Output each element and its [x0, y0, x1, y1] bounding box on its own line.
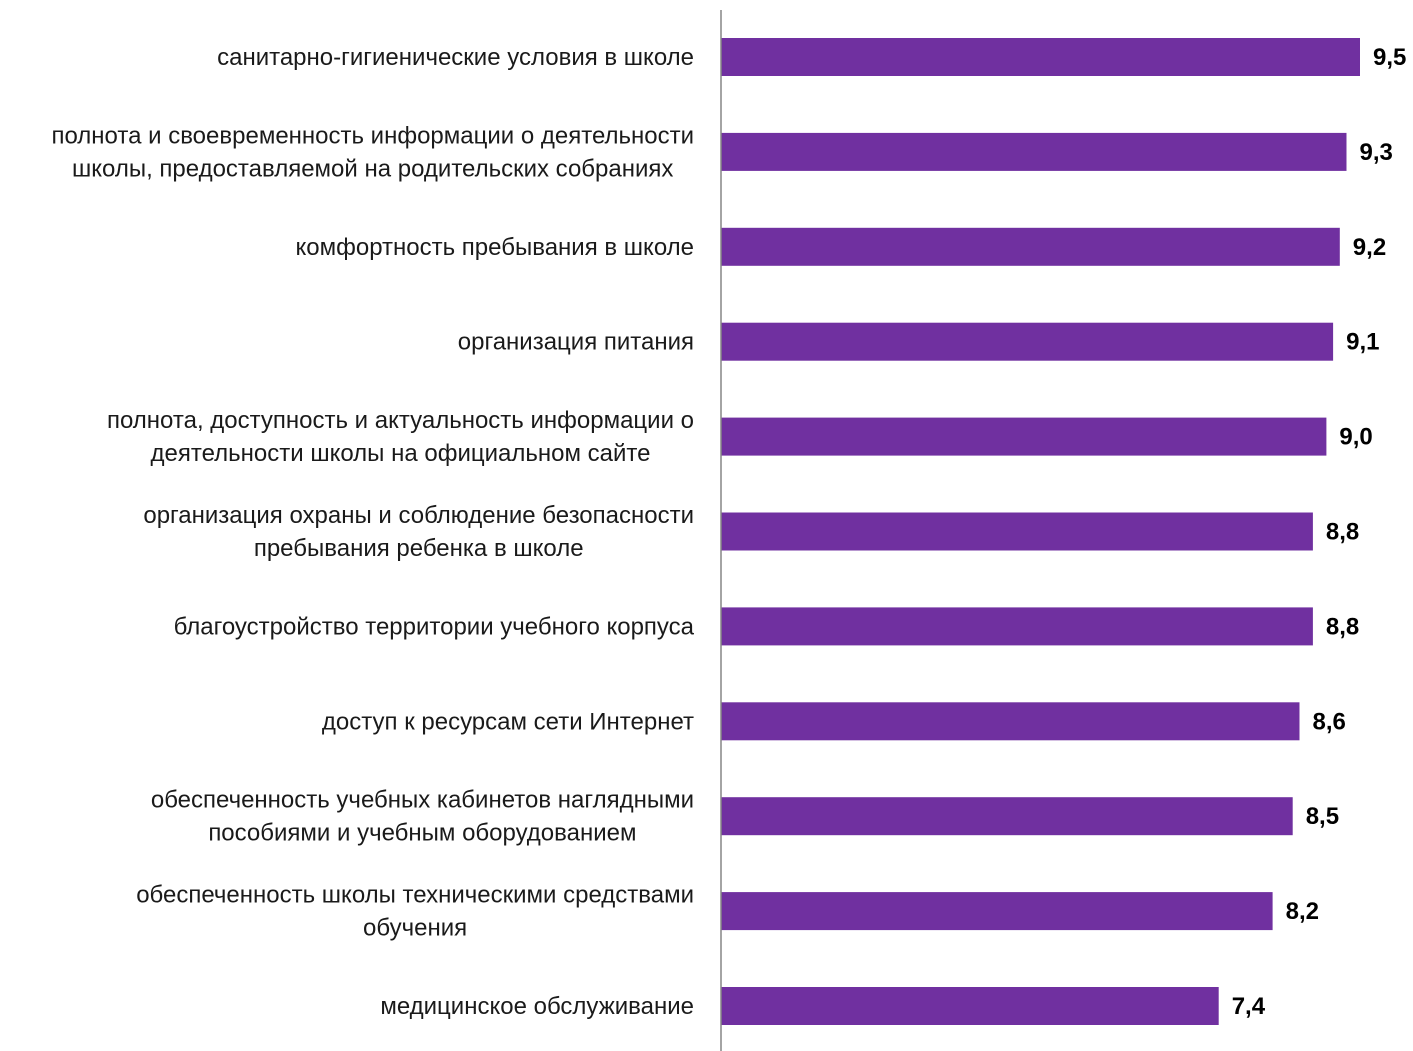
category-label: полнота, доступность и актуальность инфо… — [107, 407, 694, 434]
bar — [721, 417, 1327, 456]
category-label: организация питания — [458, 329, 694, 356]
data-label: 9,0 — [1339, 424, 1372, 451]
category-label: доступ к ресурсам сети Интернет — [322, 708, 694, 735]
category-label: обеспеченность учебных кабинетов наглядн… — [151, 787, 694, 814]
data-label: 9,3 — [1360, 139, 1393, 166]
category-labels: санитарно-гигиенические условия в школе п… — [51, 44, 694, 1020]
bar — [721, 227, 1340, 266]
bar — [721, 702, 1300, 741]
category-label: школы, предоставляемой на родительских с… — [72, 155, 673, 182]
category-label: комфортность пребывания в школе — [296, 234, 694, 261]
category-label: пребывания ребенка в школе — [254, 535, 584, 562]
category-label: полнота и своевременность информации о д… — [51, 122, 694, 149]
data-label: 9,2 — [1353, 234, 1386, 261]
bar — [721, 512, 1313, 551]
bar — [721, 322, 1334, 361]
category-label: обучения — [363, 915, 467, 942]
data-label: 8,8 — [1326, 519, 1359, 546]
category-label: пособиями и учебным оборудованием — [208, 820, 636, 847]
data-label: 9,1 — [1346, 329, 1379, 356]
bar — [721, 987, 1219, 1025]
bar — [721, 797, 1293, 836]
bar — [721, 132, 1347, 171]
data-label: 8,6 — [1313, 708, 1346, 735]
data-label: 9,5 — [1373, 44, 1406, 71]
bar — [721, 38, 1360, 76]
category-label: обеспеченность школы техническими средст… — [136, 882, 694, 909]
value-labels: 9,5 9,3 9,2 9,1 9,0 8,8 8,8 8,6 8,5 8,2 7,4 — [1232, 44, 1407, 1020]
data-label: 7,4 — [1232, 993, 1266, 1020]
data-label: 8,8 — [1326, 613, 1359, 640]
category-label: организация охраны и соблюдение безопасн… — [143, 502, 694, 529]
bar — [721, 607, 1313, 646]
data-label: 8,2 — [1286, 898, 1319, 925]
category-label: санитарно-гигиенические условия в школе — [217, 44, 694, 71]
category-label: благоустройство территории учебного корп… — [174, 613, 695, 640]
bar — [721, 892, 1273, 931]
data-label: 8,5 — [1306, 803, 1339, 830]
category-label: деятельности школы на официальном сайте — [151, 440, 651, 467]
category-label: медицинское обслуживание — [380, 993, 694, 1020]
bars-layer — [721, 38, 1360, 1025]
